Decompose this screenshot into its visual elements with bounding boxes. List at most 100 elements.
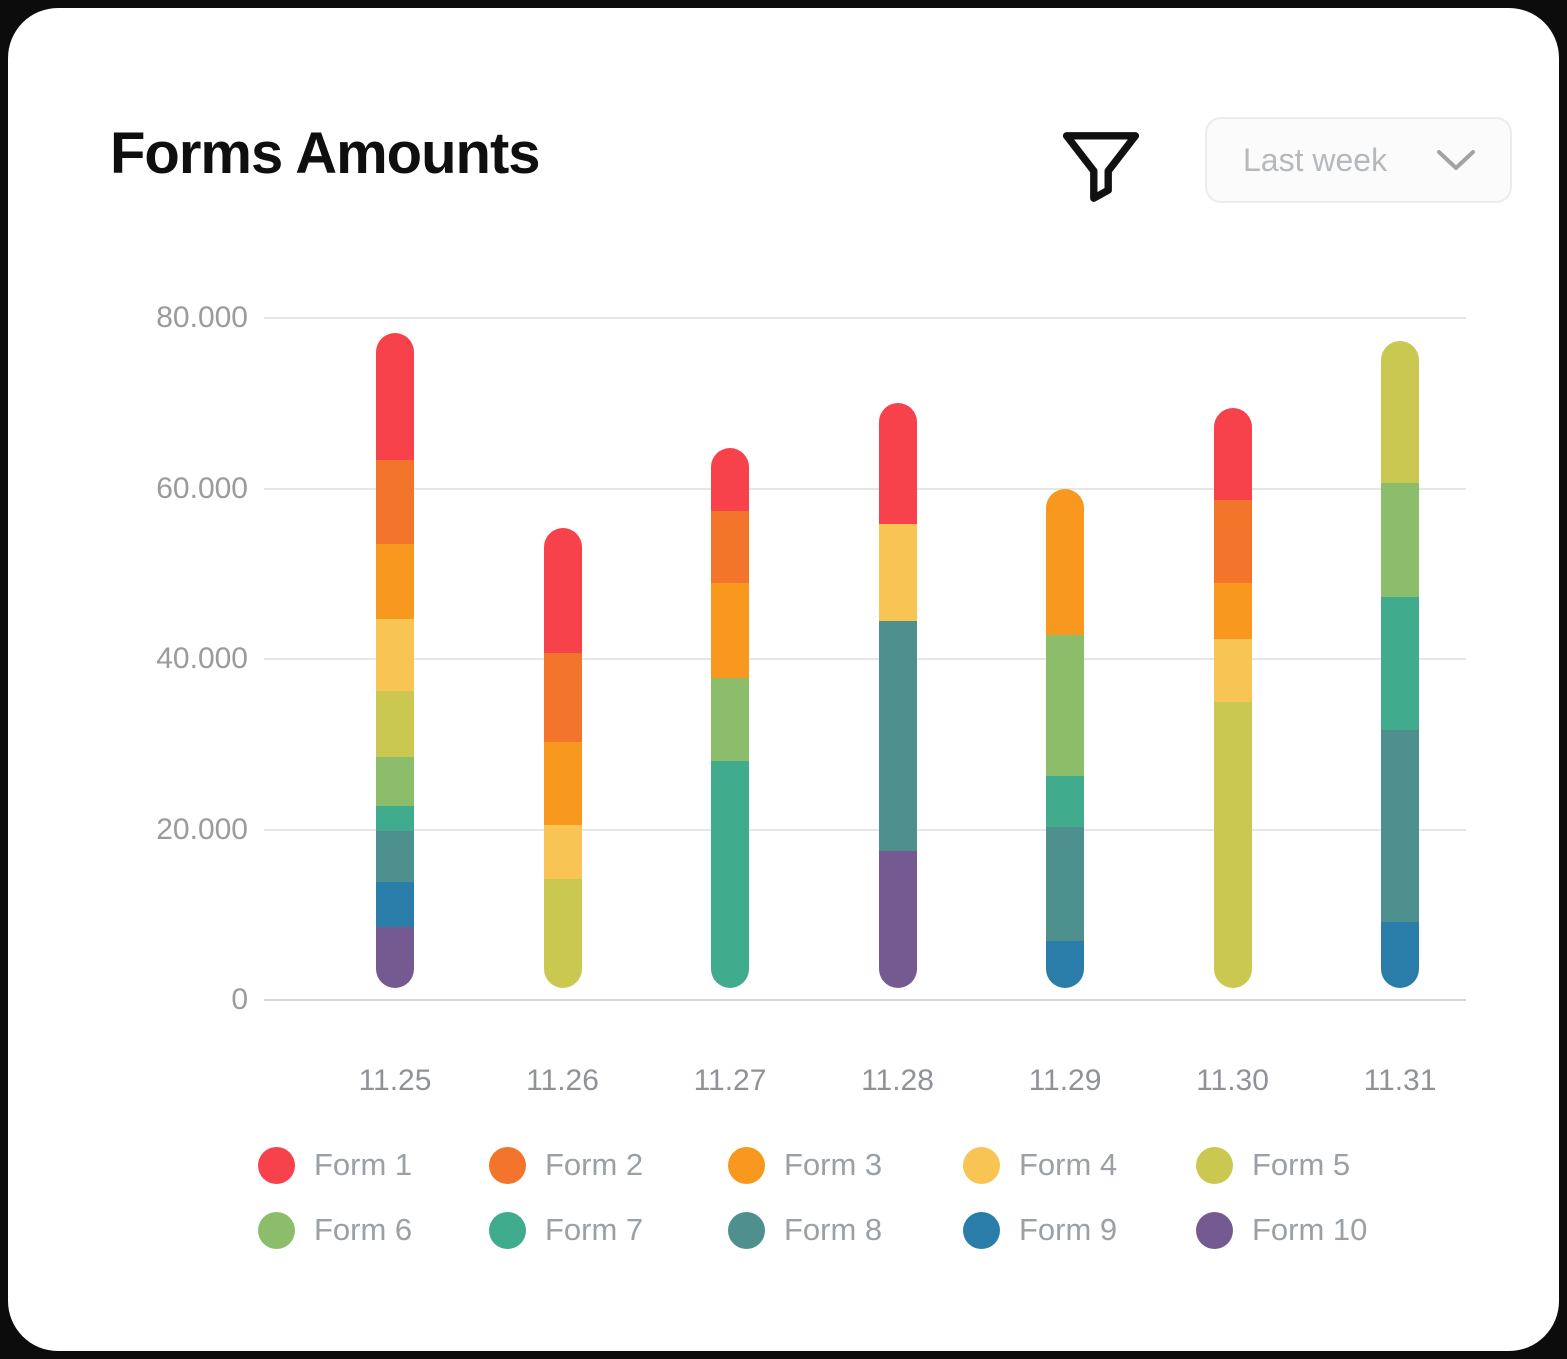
legend-item[interactable]: Form 7: [489, 1211, 643, 1249]
legend-color-dot: [963, 1146, 1000, 1184]
y-axis-tick-label: 20.000: [156, 812, 248, 846]
bar-segment[interactable]: [711, 447, 749, 511]
legend-item[interactable]: Form 1: [258, 1146, 412, 1184]
bar-segment[interactable]: [878, 524, 917, 621]
bar-segment[interactable]: [376, 757, 414, 806]
legend-color-dot: [1196, 1146, 1233, 1184]
bar-segment[interactable]: [376, 460, 414, 544]
legend-label: Form 10: [1252, 1212, 1368, 1247]
x-axis-tick-label: 11.30: [1196, 1064, 1269, 1097]
legend-item[interactable]: Form 3: [728, 1146, 882, 1184]
x-axis-tick-label: 11.29: [1028, 1064, 1102, 1097]
bar-segment[interactable]: [376, 927, 414, 988]
chevron-down-icon: [1437, 150, 1475, 170]
stacked-bar[interactable]: [1381, 341, 1419, 988]
x-axis-tick-label: 11.28: [861, 1064, 934, 1097]
date-range-dropdown[interactable]: Last week: [1205, 117, 1512, 203]
bar-segment[interactable]: [878, 850, 917, 988]
legend-label: Form 8: [784, 1212, 883, 1247]
stacked-bar[interactable]: [878, 403, 917, 988]
legend-item[interactable]: Form 4: [963, 1146, 1117, 1184]
legend-label: Form 7: [545, 1212, 644, 1247]
y-axis-tick-label: 0: [231, 983, 248, 1016]
legend-label: Form 3: [784, 1147, 883, 1182]
bar-segment[interactable]: [711, 761, 749, 988]
legend-item[interactable]: Form 5: [1196, 1146, 1350, 1184]
legend-color-dot: [258, 1211, 295, 1249]
legend-color-dot: [728, 1211, 765, 1249]
bar-segment[interactable]: [1213, 583, 1252, 639]
bar-segment[interactable]: [543, 653, 582, 742]
gridline: [264, 487, 1466, 490]
bar-segment[interactable]: [1046, 826, 1084, 942]
x-axis-tick-label: 11.27: [693, 1064, 767, 1097]
bar-segment[interactable]: [543, 741, 582, 826]
y-axis-tick-label: 80.000: [156, 301, 248, 334]
legend-item[interactable]: Form 10: [1196, 1211, 1367, 1249]
filter-button[interactable]: [1058, 128, 1144, 206]
bar-segment[interactable]: [1213, 701, 1252, 988]
bar-segment[interactable]: [376, 831, 414, 883]
bar-segment[interactable]: [1381, 921, 1419, 988]
bar-segment[interactable]: [878, 403, 917, 525]
bar-segment[interactable]: [1213, 407, 1252, 501]
y-axis-tick-label: 40.000: [156, 642, 248, 675]
bar-segment[interactable]: [711, 677, 749, 762]
stacked-bar[interactable]: [543, 527, 582, 988]
bar-segment[interactable]: [1381, 482, 1419, 597]
funnel-icon: [1062, 132, 1140, 202]
stacked-bar[interactable]: [376, 333, 414, 988]
page-title: Forms Amounts: [110, 121, 541, 186]
legend-item[interactable]: Form 9: [963, 1211, 1117, 1249]
bar-segment[interactable]: [376, 882, 414, 928]
bar-segment[interactable]: [1046, 635, 1084, 776]
bar-segment[interactable]: [1381, 729, 1419, 922]
gridline: [264, 828, 1466, 831]
bar-segment[interactable]: [1046, 941, 1084, 988]
bar-segment[interactable]: [1213, 638, 1252, 702]
gridline: [264, 658, 1466, 660]
bar-segment[interactable]: [543, 527, 582, 654]
legend-label: Form 5: [1252, 1147, 1351, 1182]
bar-segment[interactable]: [878, 620, 917, 851]
legend-label: Form 6: [314, 1212, 413, 1247]
stacked-bar[interactable]: [711, 447, 749, 988]
bar-segment[interactable]: [1046, 488, 1084, 636]
legend-label: Form 9: [1019, 1212, 1118, 1247]
bar-segment[interactable]: [543, 825, 582, 879]
legend-color-dot: [258, 1146, 295, 1184]
stacked-bar[interactable]: [1213, 407, 1252, 988]
stacked-bar[interactable]: [1046, 488, 1084, 989]
legend-label: Form 4: [1019, 1147, 1118, 1182]
legend-color-dot: [728, 1146, 765, 1184]
legend-color-dot: [489, 1211, 526, 1249]
x-axis-tick-label: 11.26: [526, 1064, 599, 1097]
gridline: [264, 999, 1466, 1001]
bar-segment[interactable]: [376, 618, 414, 691]
legend-item[interactable]: Form 2: [489, 1146, 643, 1184]
x-axis-tick-label: 11.25: [358, 1064, 432, 1097]
bar-segment[interactable]: [376, 690, 414, 757]
bar-segment[interactable]: [543, 878, 582, 988]
bar-segment[interactable]: [376, 805, 414, 832]
bar-segment[interactable]: [711, 583, 749, 678]
date-range-value: Last week: [1243, 141, 1388, 178]
gridline: [264, 317, 1466, 319]
bar-segment[interactable]: [1213, 500, 1252, 584]
legend-item[interactable]: Form 6: [258, 1211, 412, 1249]
bar-segment[interactable]: [1046, 775, 1084, 827]
bar-segment[interactable]: [376, 333, 414, 461]
bar-segment[interactable]: [1381, 596, 1419, 730]
legend-color-dot: [489, 1146, 526, 1184]
bar-segment[interactable]: [376, 543, 414, 619]
legend-color-dot: [1196, 1211, 1233, 1249]
legend-label: Form 1: [314, 1147, 413, 1182]
forms-amounts-chart: 80.000 60.000 40.000 20.000 0 11.25 11.26 11.27…: [8, 8, 1559, 1351]
legend-color-dot: [963, 1211, 1000, 1249]
legend-item[interactable]: Form 8: [728, 1211, 882, 1249]
y-axis-tick-label: 60.000: [156, 471, 248, 505]
bar-segment[interactable]: [1381, 341, 1419, 483]
legend-label: Form 2: [545, 1147, 644, 1182]
bar-segment[interactable]: [711, 510, 749, 584]
